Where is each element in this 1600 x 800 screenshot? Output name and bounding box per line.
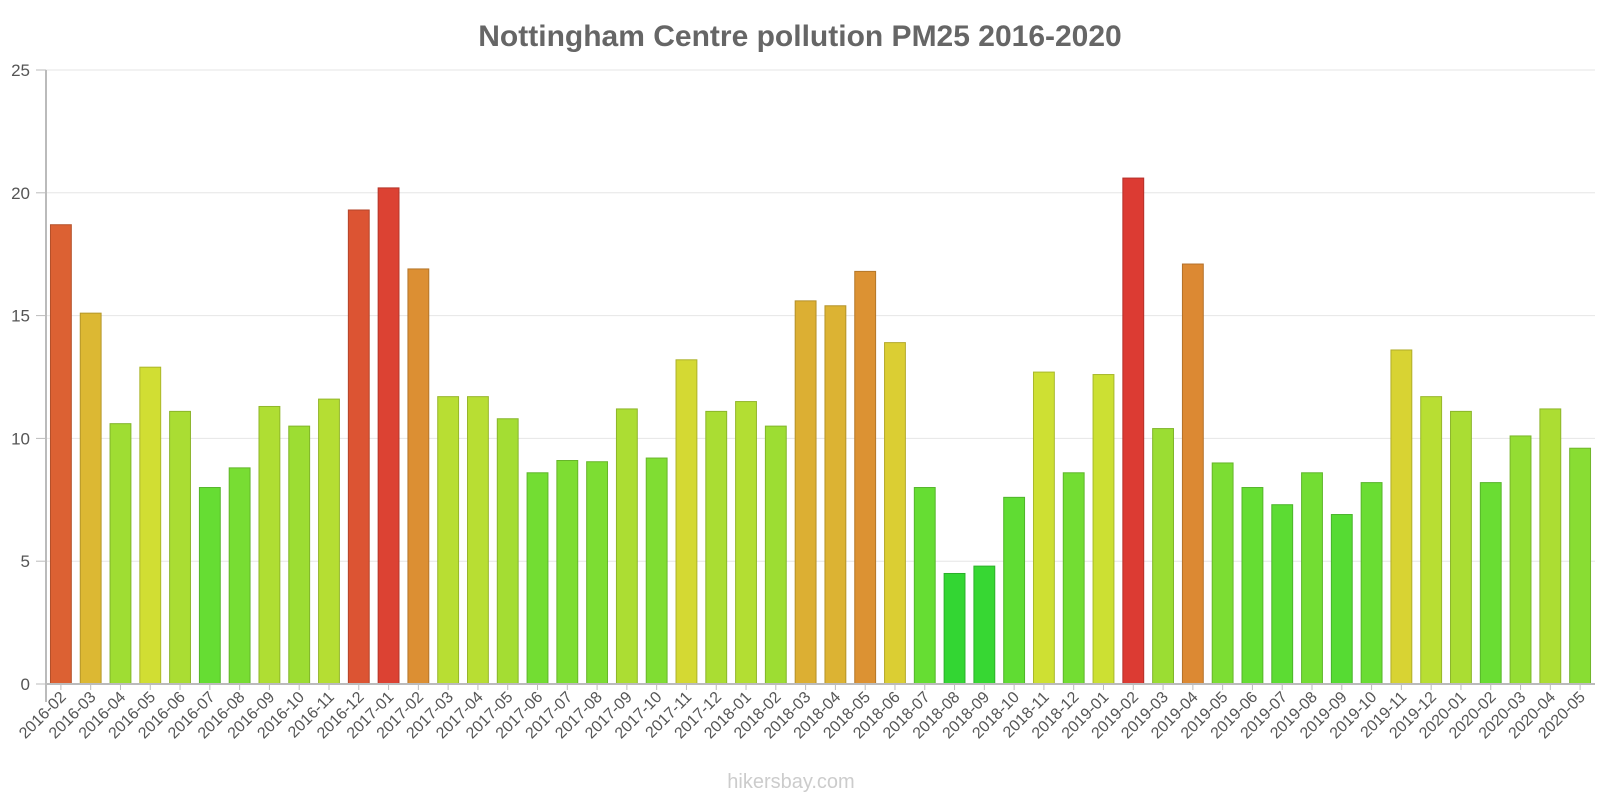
bar-2018-04[interactable]: [824, 305, 847, 685]
bar-2019-09[interactable]: [1330, 514, 1353, 685]
watermark: hikersbay.com: [727, 771, 854, 793]
bar-2016-12[interactable]: [347, 209, 370, 685]
y-axis-ticks: 0 5 10 15 20 25: [11, 61, 46, 694]
bar-2019-11[interactable]: [1390, 349, 1413, 685]
bar-2018-12[interactable]: [1062, 472, 1085, 685]
bar-2020-02[interactable]: [1479, 482, 1502, 685]
bar-2020-01[interactable]: [1450, 410, 1472, 685]
bar-2016-05[interactable]: [139, 366, 162, 685]
bar-2017-12[interactable]: [705, 410, 728, 685]
bar-2020-03[interactable]: [1509, 435, 1532, 685]
bar-2019-04[interactable]: [1181, 263, 1204, 685]
bar-2019-02[interactable]: [1122, 177, 1145, 685]
bar-2018-08[interactable]: [943, 572, 966, 685]
bar-2016-10[interactable]: [288, 425, 311, 685]
bar-2017-11[interactable]: [675, 359, 698, 685]
bar-2016-08[interactable]: [228, 467, 251, 685]
y-tick-label: 10: [11, 429, 30, 448]
bar-2017-04[interactable]: [467, 396, 489, 685]
y-tick-label: 5: [21, 552, 30, 571]
bar-2018-11[interactable]: [1032, 371, 1055, 685]
bar-2018-02[interactable]: [764, 425, 787, 685]
bar-2019-03[interactable]: [1152, 428, 1174, 685]
bar-2016-11[interactable]: [318, 398, 340, 685]
bar-2016-03[interactable]: [79, 312, 102, 685]
bar-2017-02[interactable]: [407, 268, 430, 685]
bar-2017-08[interactable]: [586, 461, 609, 685]
bar-2019-05[interactable]: [1211, 462, 1234, 685]
bar-2017-09[interactable]: [615, 408, 638, 685]
bar-2018-03[interactable]: [794, 300, 817, 685]
bar-2018-06[interactable]: [884, 342, 906, 685]
bar-2018-07[interactable]: [913, 487, 936, 685]
bar-2016-07[interactable]: [198, 487, 221, 685]
y-tick-label: 15: [11, 307, 30, 326]
bar-2018-09[interactable]: [973, 565, 996, 685]
y-tick-label: 25: [11, 61, 30, 80]
bar-2020-05[interactable]: [1569, 447, 1592, 685]
y-tick-label: 20: [11, 184, 30, 203]
bar-2017-01[interactable]: [377, 187, 400, 685]
bar-2019-07[interactable]: [1271, 504, 1294, 685]
bars: [49, 177, 1592, 685]
bar-2019-01[interactable]: [1092, 374, 1115, 685]
bar-2020-04[interactable]: [1539, 408, 1562, 685]
bar-2017-07[interactable]: [556, 460, 579, 685]
y-tick-label: 0: [21, 675, 30, 694]
bar-2017-06[interactable]: [526, 472, 549, 685]
bar-2019-10[interactable]: [1360, 482, 1383, 685]
bar-2019-06[interactable]: [1241, 487, 1264, 685]
bar-2018-05[interactable]: [854, 270, 877, 685]
bar-2017-10[interactable]: [645, 457, 668, 685]
bar-2017-03[interactable]: [437, 396, 460, 685]
bar-2019-08[interactable]: [1301, 472, 1323, 685]
bar-2019-12[interactable]: [1420, 396, 1443, 685]
bar-2016-09[interactable]: [258, 405, 281, 685]
bar-2018-01[interactable]: [735, 401, 757, 685]
bar-2018-10[interactable]: [1003, 496, 1026, 685]
bar-2016-06[interactable]: [169, 410, 191, 685]
bar-2016-04[interactable]: [109, 423, 132, 685]
bar-2016-02[interactable]: [49, 224, 72, 685]
chart-title: Nottingham Centre pollution PM25 2016-20…: [478, 20, 1121, 53]
x-axis-labels: 2016-022016-032016-042016-052016-062016-…: [16, 684, 1589, 742]
bar-2017-05[interactable]: [496, 418, 519, 685]
